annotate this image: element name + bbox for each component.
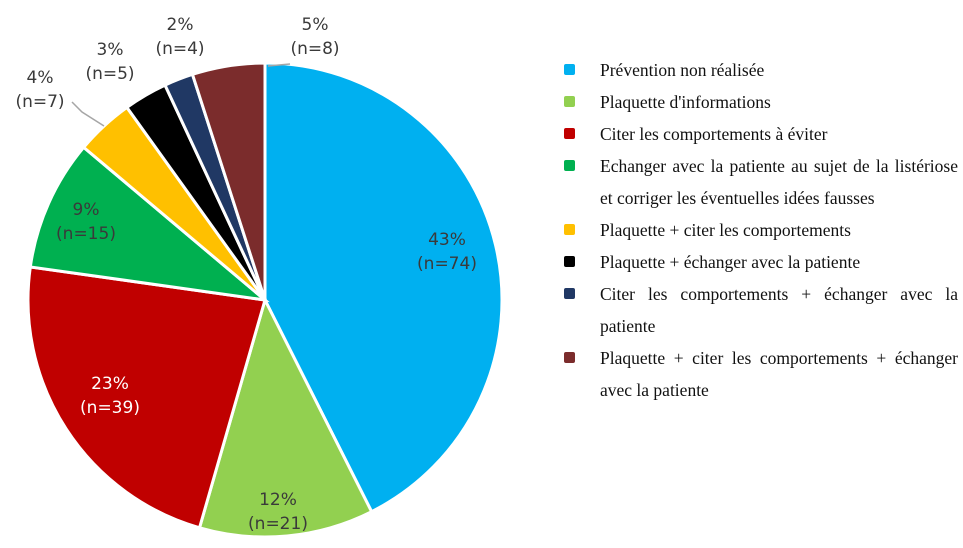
count-label: (n=39) <box>80 398 140 418</box>
legend-marker <box>564 256 575 267</box>
legend-entry: Plaquette + citer les comportements + éc… <box>564 342 958 406</box>
pie-slice <box>26 265 267 530</box>
legend-label: Plaquette + citer les comportements <box>600 220 851 240</box>
legend-marker <box>564 160 575 171</box>
value-label: 4% <box>27 68 54 88</box>
count-label: (n=7) <box>15 92 64 112</box>
legend-marker <box>564 288 575 299</box>
pie-slice <box>197 295 374 539</box>
legend-label: Plaquette + échanger avec la patiente <box>600 252 861 272</box>
count-label: (n=74) <box>417 254 477 274</box>
value-label: 9% <box>73 200 100 220</box>
legend-label: Citer les comportements + échanger avec … <box>600 284 958 336</box>
count-label: (n=4) <box>155 39 204 59</box>
legend-label: Citer les comportements à éviter <box>600 124 828 144</box>
value-label: 43% <box>428 230 466 250</box>
legend-label: Prévention non réalisée <box>600 60 765 80</box>
count-label: (n=8) <box>290 39 339 59</box>
legend-marker <box>564 224 575 235</box>
legend-entry: Plaquette d'informations <box>564 86 958 118</box>
count-label: (n=15) <box>56 224 116 244</box>
legend-label: Plaquette + citer les comportements + éc… <box>600 348 958 400</box>
legend-entry: Prévention non réalisée <box>564 54 958 86</box>
value-label: 23% <box>91 374 129 394</box>
pie-slice <box>28 145 270 303</box>
value-label: 3% <box>97 40 124 60</box>
legend-entry: Citer les comportements + échanger avec … <box>564 278 958 342</box>
legend-entry: Plaquette + citer les comportements <box>564 214 958 246</box>
pie-slice <box>263 61 504 514</box>
value-label: 5% <box>302 15 329 35</box>
legend-label: Echanger avec la patiente au sujet de la… <box>600 156 958 208</box>
legend: Prévention non réalisée Plaquette d'infor… <box>564 54 958 406</box>
legend-marker <box>564 96 575 107</box>
pie-slice <box>190 61 267 301</box>
legend-label: Plaquette d'informations <box>600 92 771 112</box>
legend-entry: Echanger avec la patiente au sujet de la… <box>564 150 958 214</box>
legend-marker <box>564 128 575 139</box>
legend-marker <box>564 64 575 75</box>
legend-entry: Plaquette + échanger avec la patiente <box>564 246 958 278</box>
count-label: (n=21) <box>248 514 308 534</box>
legend-marker <box>564 352 575 363</box>
legend-entry: Citer les comportements à éviter <box>564 118 958 150</box>
leader-line <box>71 101 105 127</box>
value-label: 12% <box>259 490 297 510</box>
leader-line <box>267 63 291 67</box>
count-label: (n=5) <box>85 64 134 84</box>
value-label: 2% <box>167 15 194 35</box>
